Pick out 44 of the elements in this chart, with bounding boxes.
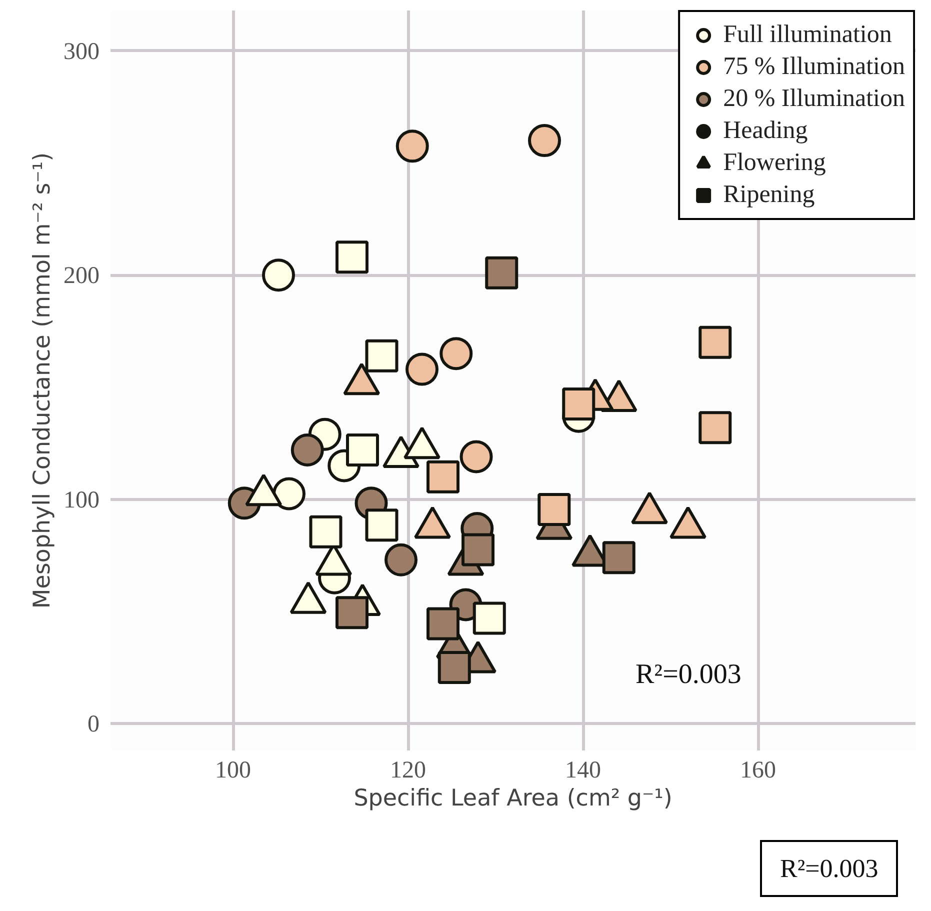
text: R²=0.003 xyxy=(780,853,878,885)
point xyxy=(528,124,561,158)
point xyxy=(438,651,471,684)
point xyxy=(365,508,398,542)
point xyxy=(698,326,732,359)
point xyxy=(309,515,342,548)
point xyxy=(426,607,460,640)
legend-label: 75 % Illumination xyxy=(723,52,905,82)
point xyxy=(485,256,518,290)
point xyxy=(336,596,368,630)
point xyxy=(336,240,368,274)
y-tick-label: 100 xyxy=(64,487,100,514)
x-axis-title: Specific Leaf Area (cm² g⁻¹) xyxy=(354,786,672,812)
point xyxy=(290,434,324,466)
y-axis-title: Mesophyll Conductance (mmol m⁻² s⁻¹) xyxy=(30,152,56,609)
point xyxy=(426,460,460,494)
point xyxy=(346,434,379,467)
y-tick-label: 200 xyxy=(64,263,100,290)
x-tick-label: 160 xyxy=(740,758,776,784)
point xyxy=(396,130,429,163)
legend-label: Flowering xyxy=(723,148,826,178)
point xyxy=(538,492,571,526)
point xyxy=(698,411,732,444)
point xyxy=(472,602,506,635)
y-tick-label: 300 xyxy=(64,38,100,65)
legend-label: Ripening xyxy=(723,180,815,210)
point xyxy=(384,543,418,576)
legend-label: Full illumination xyxy=(723,20,892,50)
point xyxy=(602,541,636,574)
point xyxy=(460,440,493,474)
x-tick-label: 120 xyxy=(390,758,426,784)
point xyxy=(440,337,473,370)
point xyxy=(562,388,596,421)
point xyxy=(462,533,494,566)
point xyxy=(406,352,438,386)
point xyxy=(365,339,398,372)
y-tick-label: 0 xyxy=(88,712,100,738)
point xyxy=(262,258,295,292)
x-tick-label: 140 xyxy=(565,758,601,784)
point xyxy=(272,477,306,510)
legend-label: Heading xyxy=(723,116,808,146)
x-tick-label: 100 xyxy=(215,758,251,784)
legend-label: 20 % Illumination xyxy=(723,84,905,114)
annotation: R²=0.003 xyxy=(636,658,742,690)
